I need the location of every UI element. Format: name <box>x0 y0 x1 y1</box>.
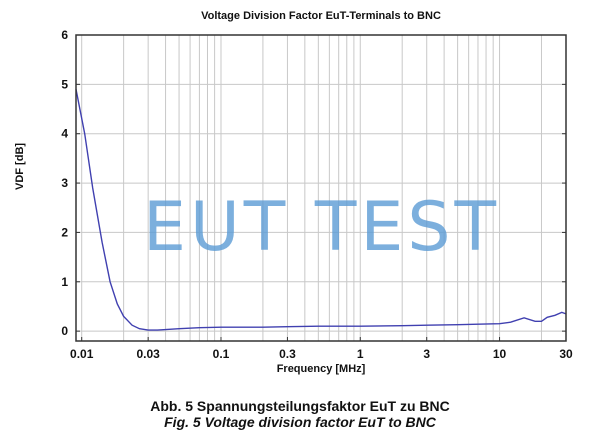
svg-text:0.3: 0.3 <box>279 347 296 361</box>
svg-text:0: 0 <box>61 324 68 338</box>
svg-text:0.01: 0.01 <box>70 347 94 361</box>
chart-plot-area: EUT TEST 0.01 0.03 0.1 0.3 1 3 10 30 0 1 2 3 4 5 6 <box>61 28 573 361</box>
svg-text:0.1: 0.1 <box>213 347 230 361</box>
chart-title: Voltage Division Factor EuT-Terminals to… <box>201 10 441 22</box>
x-axis-ticks: 0.01 0.03 0.1 0.3 1 3 10 30 <box>70 337 573 361</box>
svg-text:0.03: 0.03 <box>136 347 160 361</box>
svg-text:EUT TEST: EUT TEST <box>143 188 500 267</box>
svg-text:30: 30 <box>559 347 573 361</box>
svg-text:4: 4 <box>61 127 68 141</box>
svg-text:6: 6 <box>61 28 68 42</box>
svg-text:5: 5 <box>61 77 68 91</box>
svg-text:2: 2 <box>61 225 68 239</box>
vdf-series-line <box>75 89 567 331</box>
y-axis-ticks: 0 1 2 3 4 5 6 <box>61 28 566 338</box>
plot-frame <box>75 34 567 342</box>
figure-caption-english: Fig. 5 Voltage division factor EuT to BN… <box>164 414 436 430</box>
x-axis-label: Frequency [MHz] <box>276 363 366 375</box>
svg-text:3: 3 <box>423 347 430 361</box>
watermark: EUT TEST <box>143 188 500 267</box>
svg-text:3: 3 <box>61 176 68 190</box>
svg-text:1: 1 <box>61 275 68 289</box>
svg-text:10: 10 <box>493 347 507 361</box>
svg-text:1: 1 <box>357 347 364 361</box>
figure-caption-german: Abb. 5 Spannungsteilungsfaktor EuT zu BN… <box>150 398 450 414</box>
